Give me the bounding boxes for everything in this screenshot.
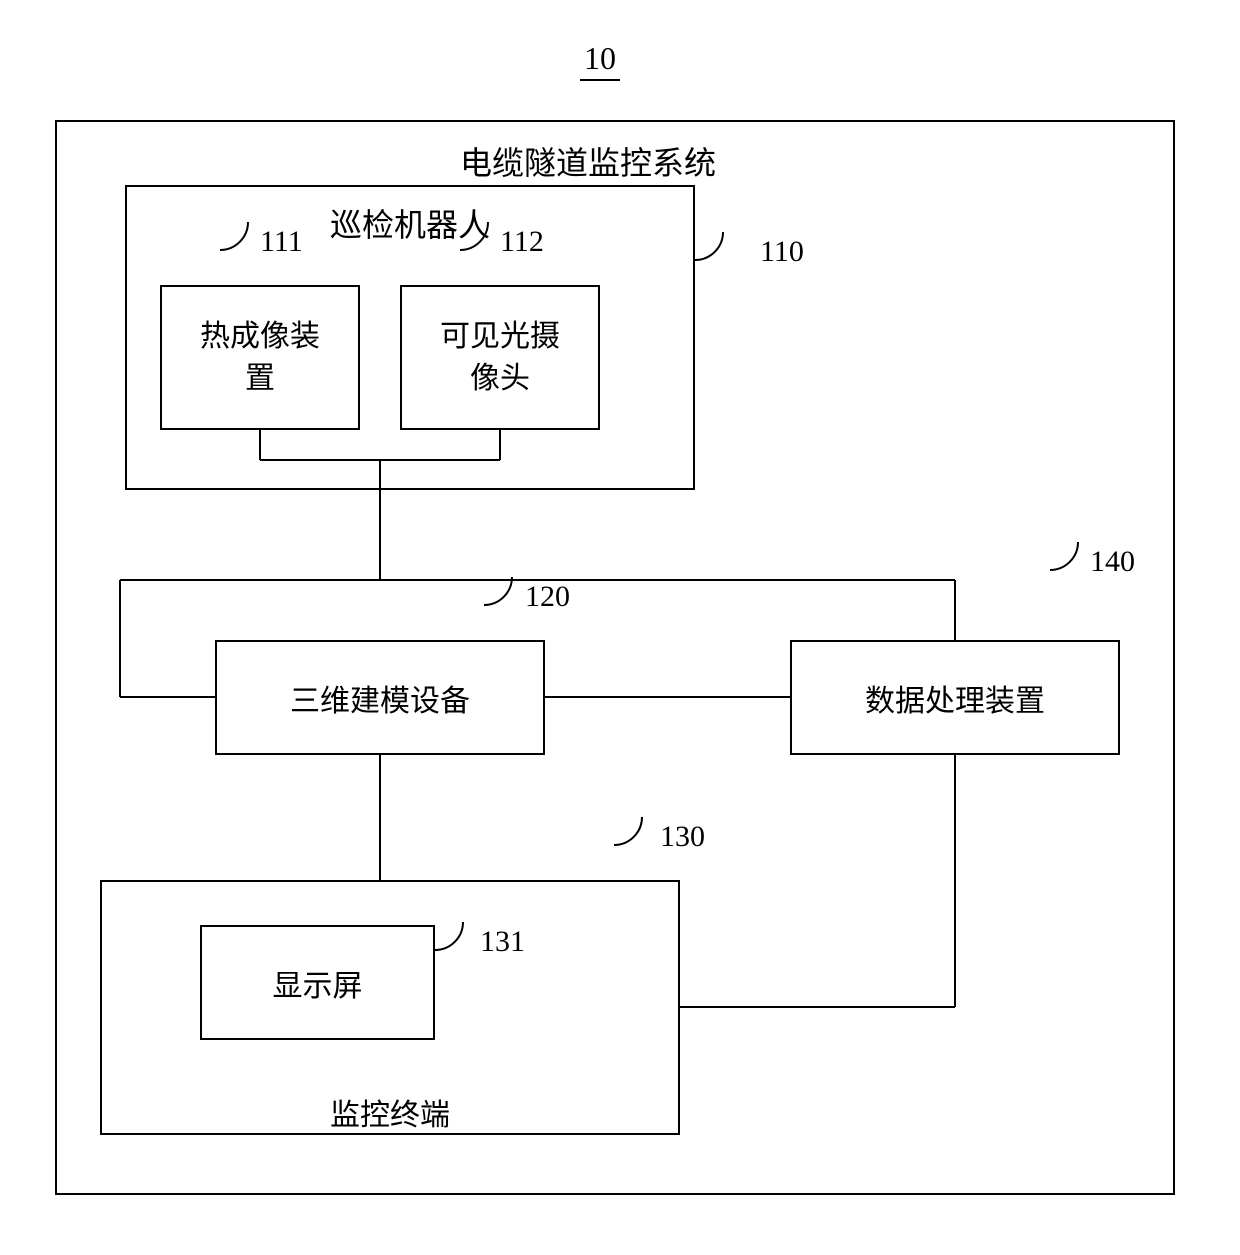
camera-label: 可见光摄 像头 [400, 285, 600, 430]
system-title: 电缆隧道监控系统 [460, 138, 716, 184]
ref-140: 140 [1090, 545, 1135, 579]
dataproc-label: 数据处理装置 [790, 640, 1120, 755]
ref-130: 130 [660, 820, 705, 854]
robot-title: 巡检机器人 [330, 200, 490, 246]
ref-120: 120 [525, 580, 570, 614]
diagram-canvas: 10 电缆隧道监控系统 巡检机器人 热成像装 置 可见光摄 像头 三维建模设备 … [0, 0, 1240, 1255]
modeling-label: 三维建模设备 [215, 640, 545, 755]
figure-number: 10 [580, 40, 620, 81]
ref-110: 110 [760, 235, 804, 269]
display-label: 显示屏 [200, 925, 435, 1040]
thermal-label: 热成像装 置 [160, 285, 360, 430]
ref-111: 111 [260, 225, 303, 259]
ref-112: 112 [500, 225, 544, 259]
ref-131: 131 [480, 925, 525, 959]
terminal-title: 监控终端 [330, 1090, 450, 1134]
